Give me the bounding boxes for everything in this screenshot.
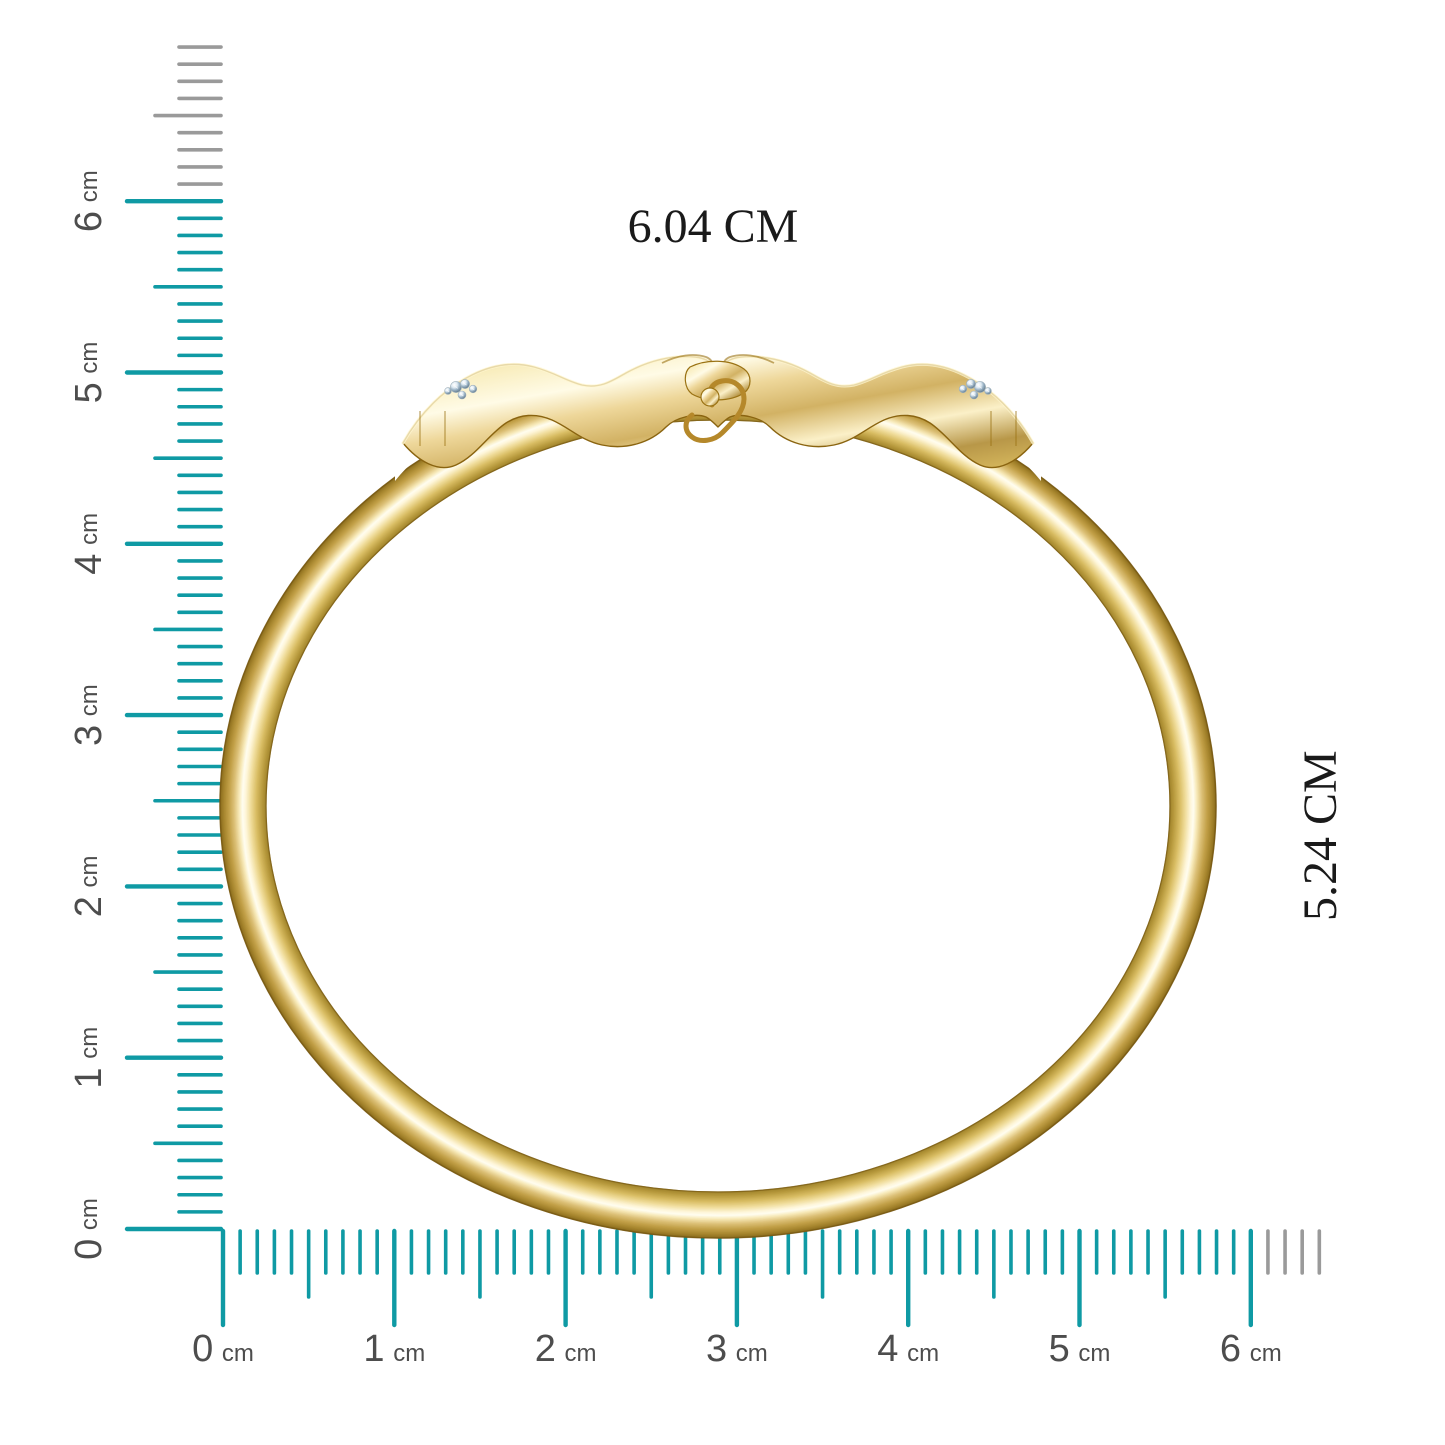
svg-text:6 cm: 6 cm — [68, 170, 110, 232]
svg-text:4 cm: 4 cm — [68, 513, 110, 575]
svg-text:0 cm: 0 cm — [192, 1328, 254, 1370]
svg-text:4 cm: 4 cm — [877, 1328, 939, 1370]
svg-text:3 cm: 3 cm — [706, 1328, 768, 1370]
svg-text:5 cm: 5 cm — [68, 342, 110, 404]
svg-text:1 cm: 1 cm — [68, 1027, 110, 1089]
svg-text:3 cm: 3 cm — [68, 684, 110, 746]
svg-text:2 cm: 2 cm — [68, 855, 110, 917]
svg-text:2 cm: 2 cm — [535, 1328, 597, 1370]
svg-text:5.24 CM: 5.24 CM — [1294, 750, 1347, 921]
svg-text:0 cm: 0 cm — [68, 1198, 110, 1260]
svg-text:6.04 CM: 6.04 CM — [628, 200, 799, 253]
svg-text:5 cm: 5 cm — [1049, 1328, 1111, 1370]
svg-text:1 cm: 1 cm — [363, 1328, 425, 1370]
svg-text:6 cm: 6 cm — [1220, 1328, 1282, 1370]
